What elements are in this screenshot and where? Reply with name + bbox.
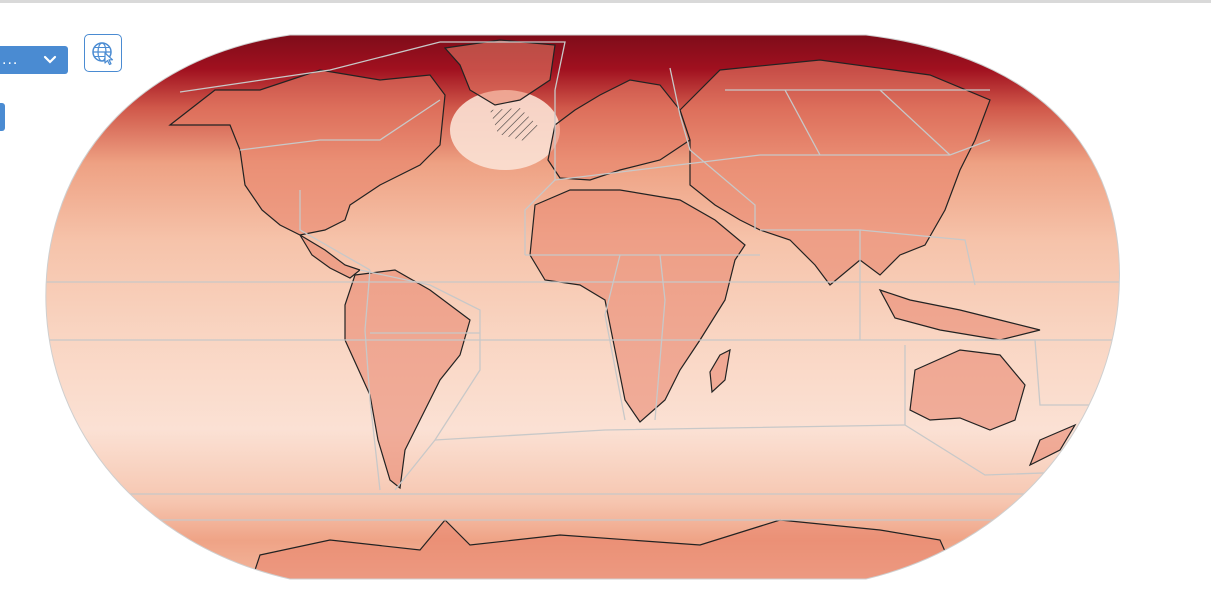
southeast-asia-islands — [878, 288, 1041, 341]
globe-outline — [45, 34, 1120, 580]
antarctica — [249, 519, 961, 579]
chevron-down-icon — [43, 55, 57, 64]
central-america — [299, 234, 362, 279]
landmasses — [168, 39, 1077, 579]
new-zealand — [1028, 423, 1077, 467]
variable-dropdown[interactable]: ... — [0, 46, 68, 74]
side-panel-tab[interactable] — [0, 103, 5, 131]
dropdown-value: ... — [2, 51, 19, 68]
asia — [679, 59, 991, 286]
madagascar — [709, 348, 731, 394]
globe-pointer-icon — [92, 42, 114, 66]
south-america — [344, 269, 471, 490]
top-divider — [0, 0, 1211, 3]
north-america — [168, 69, 446, 236]
africa — [529, 189, 746, 423]
hatched-region — [490, 108, 540, 142]
map-body — [45, 35, 1120, 579]
globe-view-button[interactable] — [84, 34, 122, 72]
australia — [909, 349, 1026, 431]
